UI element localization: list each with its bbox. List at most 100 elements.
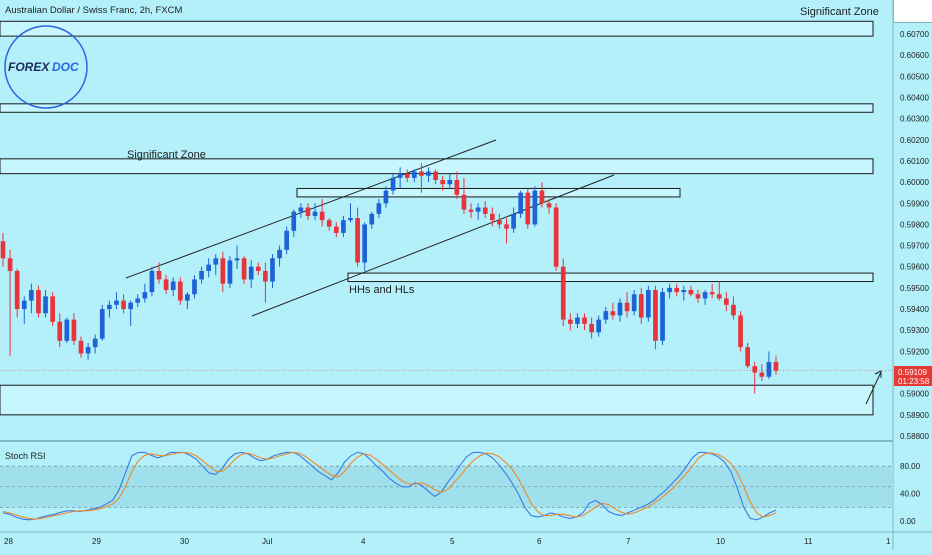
- price-tick-label: 0.59200: [900, 347, 929, 356]
- candle-body: [525, 192, 531, 225]
- candle-body: [390, 177, 396, 191]
- corner-badge[interactable]: [893, 0, 932, 23]
- last-price-tag-bg: [894, 366, 932, 386]
- candle-body: [64, 319, 70, 341]
- candle-body: [546, 203, 552, 208]
- candle-body: [156, 270, 162, 280]
- candle-body: [92, 338, 98, 348]
- candle-body: [7, 258, 13, 271]
- logo-text-a: FOREX: [8, 60, 50, 74]
- candle-body: [319, 211, 325, 221]
- price-tick-label: 0.60300: [900, 115, 929, 124]
- logo-text-b: DOC: [52, 60, 79, 74]
- rsi-tick-label: 80.00: [900, 462, 921, 471]
- candle-body: [57, 321, 63, 341]
- candle-body: [411, 171, 417, 178]
- candle-body: [716, 294, 722, 299]
- candle-body: [582, 317, 587, 324]
- candle-body: [610, 311, 616, 316]
- candle-body: [404, 173, 410, 178]
- stoch-rsi-label: Stoch RSI: [5, 451, 46, 461]
- candle-body: [709, 292, 715, 295]
- price-tick-label: 0.60100: [900, 157, 929, 166]
- price-tick-label: 0.59300: [900, 326, 929, 335]
- candle-body: [553, 207, 559, 267]
- candle-body: [85, 347, 91, 354]
- zone-rect[interactable]: [0, 158, 874, 175]
- candle-body: [617, 302, 623, 316]
- candle-body: [234, 258, 240, 261]
- candle-body: [532, 190, 538, 225]
- main-pane: [0, 0, 893, 440]
- candle-body: [50, 296, 55, 322]
- candle-body: [78, 340, 84, 354]
- price-tick-label: 0.58900: [900, 411, 929, 420]
- candle-body: [369, 213, 375, 225]
- time-tick-label: 5: [450, 537, 455, 546]
- zone-rect[interactable]: [0, 384, 874, 416]
- candle-body: [596, 319, 602, 333]
- candle-body: [213, 258, 219, 265]
- time-tick-label: 1: [886, 537, 891, 546]
- candle-body: [482, 207, 488, 214]
- time-tick-label: Jul: [262, 537, 272, 546]
- candle-body: [497, 220, 502, 225]
- candle-body: [284, 230, 290, 250]
- time-tick-label: 10: [716, 537, 725, 546]
- time-tick-label: 28: [4, 537, 13, 546]
- candle-body: [504, 224, 509, 229]
- candle-body: [333, 226, 339, 233]
- zone-rect[interactable]: [0, 20, 874, 37]
- zone-rect[interactable]: [296, 187, 681, 198]
- forexdoc-logo: FOREX DOC: [4, 25, 88, 109]
- candle-body: [539, 190, 545, 204]
- channel-lower-line[interactable]: [251, 174, 615, 317]
- candle-body: [326, 220, 332, 227]
- candle-body: [511, 213, 516, 229]
- time-tick-label: 4: [361, 537, 366, 546]
- price-tick-label: 0.59000: [900, 390, 929, 399]
- candle-body: [341, 220, 346, 233]
- candle-body: [766, 361, 772, 377]
- candle-body: [589, 323, 594, 333]
- candle-body: [638, 294, 644, 318]
- candle-body: [206, 264, 212, 271]
- candle-body: [759, 372, 765, 377]
- zone-rect[interactable]: [0, 103, 874, 113]
- candle-body: [255, 266, 261, 271]
- candle-body: [43, 296, 48, 314]
- sig-zone-label-mid: Significant Zone: [127, 149, 206, 161]
- last-price-tag: 0.59109 01:23:58: [894, 366, 932, 386]
- logo-circle: [4, 25, 88, 109]
- price-axis[interactable]: [893, 0, 932, 550]
- candle-body: [312, 211, 318, 216]
- last-price-value: 0.59109: [898, 368, 927, 377]
- candle-body: [603, 311, 609, 320]
- price-tick-label: 0.59700: [900, 242, 929, 251]
- candle-body: [185, 294, 190, 301]
- trend-channel[interactable]: [125, 139, 615, 317]
- candle-body: [631, 294, 637, 312]
- candle-body: [752, 366, 758, 373]
- candle-body: [227, 260, 233, 284]
- channel-upper-line[interactable]: [125, 139, 497, 279]
- candle-body: [114, 300, 119, 305]
- candle-body: [170, 281, 176, 291]
- candle-body: [177, 281, 183, 301]
- candle-body: [14, 270, 20, 310]
- price-tick-label: 0.60500: [900, 72, 929, 81]
- price-tick-label: 0.60400: [900, 93, 929, 102]
- candle-body: [440, 179, 446, 185]
- candle-body: [667, 287, 672, 293]
- candle-body: [149, 270, 155, 293]
- price-tick-label: 0.59900: [900, 199, 929, 208]
- candle-body: [468, 209, 474, 212]
- candle-body: [362, 224, 368, 263]
- candle-body: [355, 218, 360, 263]
- candle-body: [163, 279, 169, 291]
- price-tick-label: 0.60200: [900, 136, 929, 145]
- candle-body: [681, 290, 687, 293]
- zone-rect[interactable]: [347, 272, 874, 283]
